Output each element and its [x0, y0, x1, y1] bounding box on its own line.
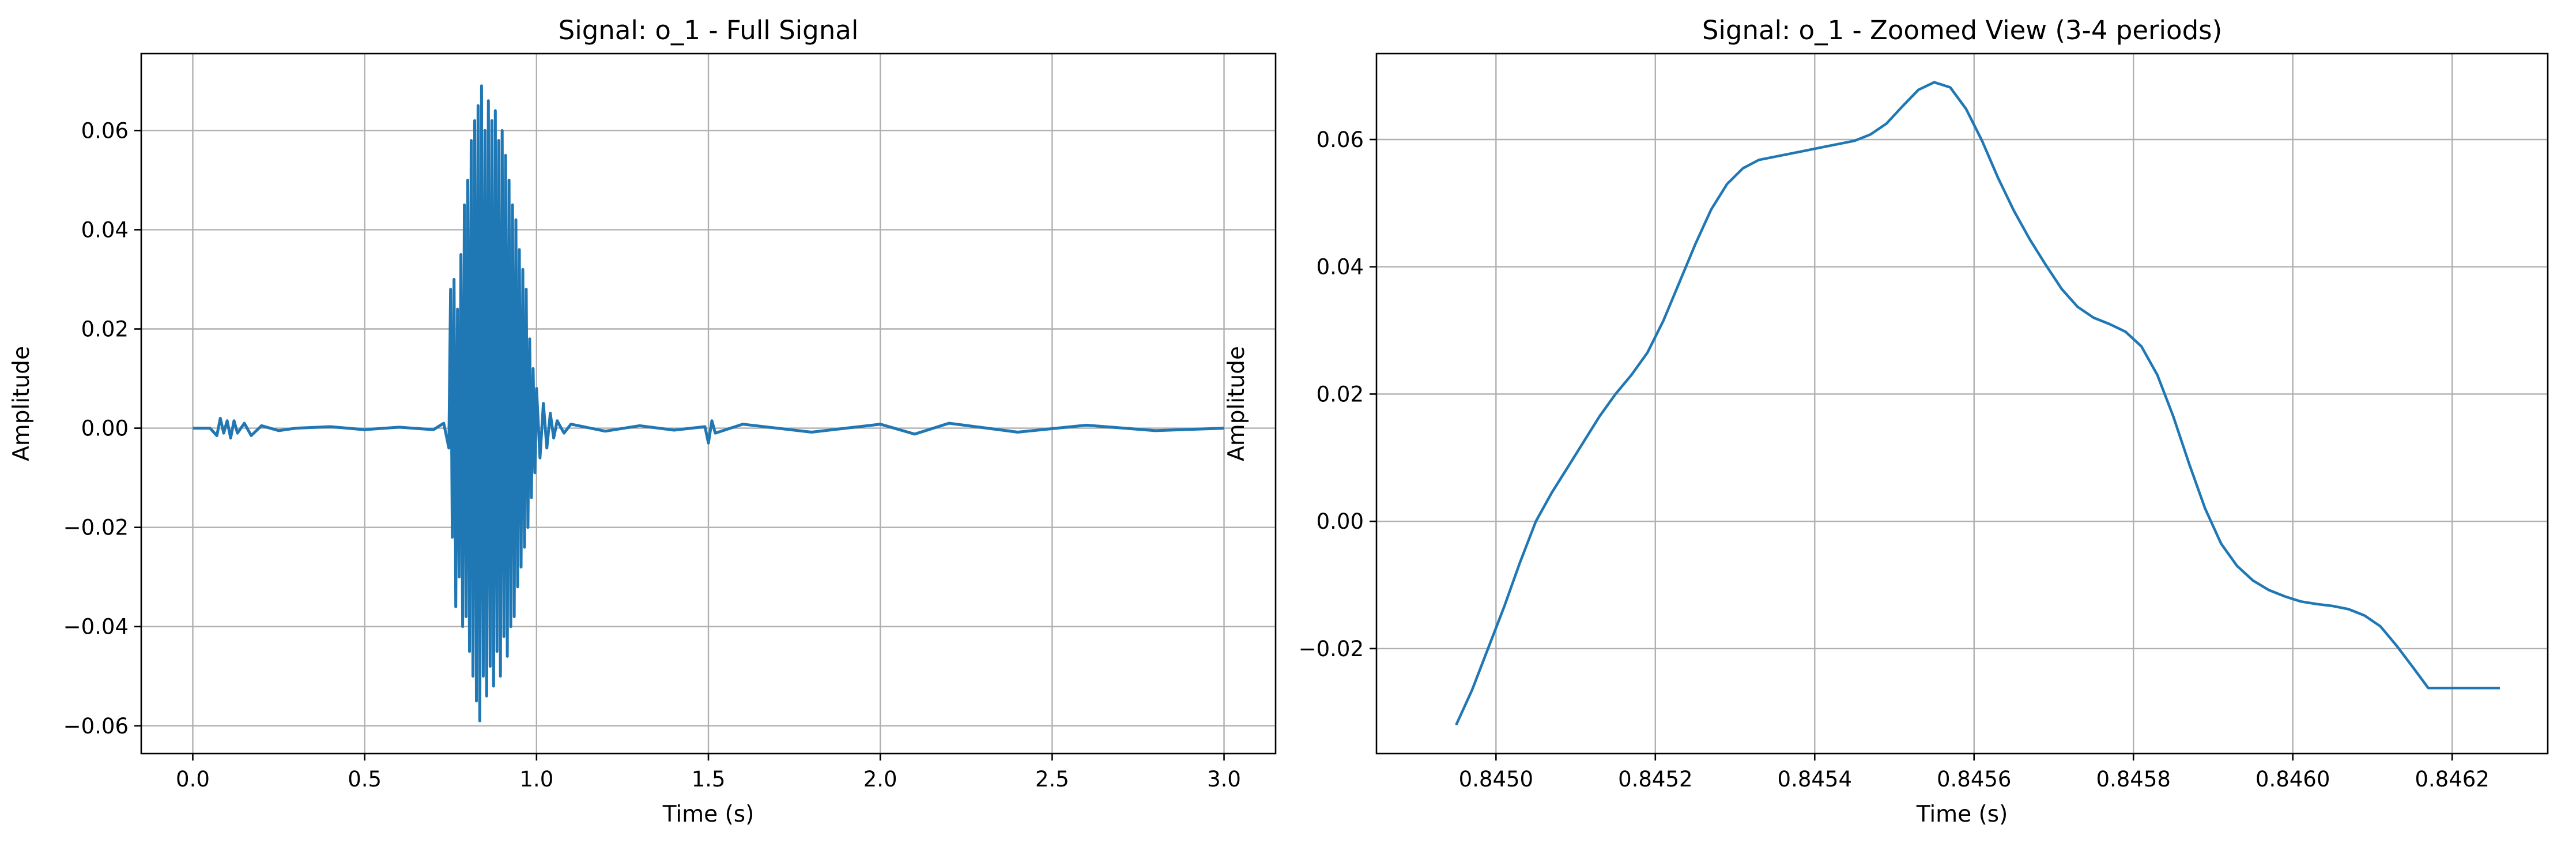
- signal-line: [1455, 81, 2500, 726]
- y-tick-label: 0.04: [1317, 255, 1364, 280]
- chart-title: Signal: o_1 - Full Signal: [559, 15, 859, 46]
- y-tick-label: −0.02: [1299, 637, 1364, 661]
- x-tick-label: 0.8456: [1937, 767, 2011, 792]
- y-tick-label: 0.04: [81, 217, 129, 242]
- x-axis-label: Time (s): [662, 801, 755, 827]
- axes-frame: [1375, 52, 2549, 755]
- x-tick-label: 0.8460: [2256, 767, 2330, 792]
- y-tick-label: 0.06: [1317, 127, 1364, 152]
- x-tick-label: 2.0: [863, 767, 897, 792]
- x-tick-label: 0.8450: [1459, 767, 1533, 792]
- x-tick-label: 2.5: [1035, 767, 1069, 792]
- x-axis-label: Time (s): [1916, 801, 2008, 827]
- x-tick-label: 1.0: [519, 767, 553, 792]
- y-tick-label: 0.00: [1317, 509, 1364, 534]
- x-tick-label: 0.8454: [1778, 767, 1852, 792]
- y-tick-label: −0.06: [63, 714, 129, 739]
- y-tick-label: 0.02: [81, 317, 129, 342]
- chart-panel-2: 0.8450 0.8452 0.8454 0.8456 0.8458 0.8460 0.84…: [1224, 15, 2549, 827]
- x-tick-label: 3.0: [1207, 767, 1241, 792]
- x-tick-label: 0.5: [348, 767, 382, 792]
- y-tick-label: 0.06: [81, 118, 129, 143]
- x-tick-label: 0.0: [176, 767, 210, 792]
- x-tick-label: 0.8452: [1618, 767, 1692, 792]
- y-tick-label: −0.04: [63, 615, 129, 639]
- chart-panel-1: 0.0 0.5 1.0 1.5 2.0 2.5 3.0 −0.06 −0.04 −0.02 0.00…: [9, 15, 1277, 827]
- chart-title: Signal: o_1 - Zoomed View (3-4 periods): [1702, 15, 2222, 46]
- y-tick-label: 0.00: [81, 416, 129, 441]
- x-tick-label: 0.8462: [2415, 767, 2489, 792]
- y-axis-label: Amplitude: [9, 346, 35, 461]
- x-tick-label: 1.5: [692, 767, 726, 792]
- y-tick-label: −0.02: [63, 515, 129, 540]
- y-tick-label: 0.02: [1317, 382, 1364, 406]
- y-axis-label: Amplitude: [1224, 346, 1250, 461]
- x-tick-label: 0.8458: [2096, 767, 2170, 792]
- signal-line: [193, 84, 1224, 722]
